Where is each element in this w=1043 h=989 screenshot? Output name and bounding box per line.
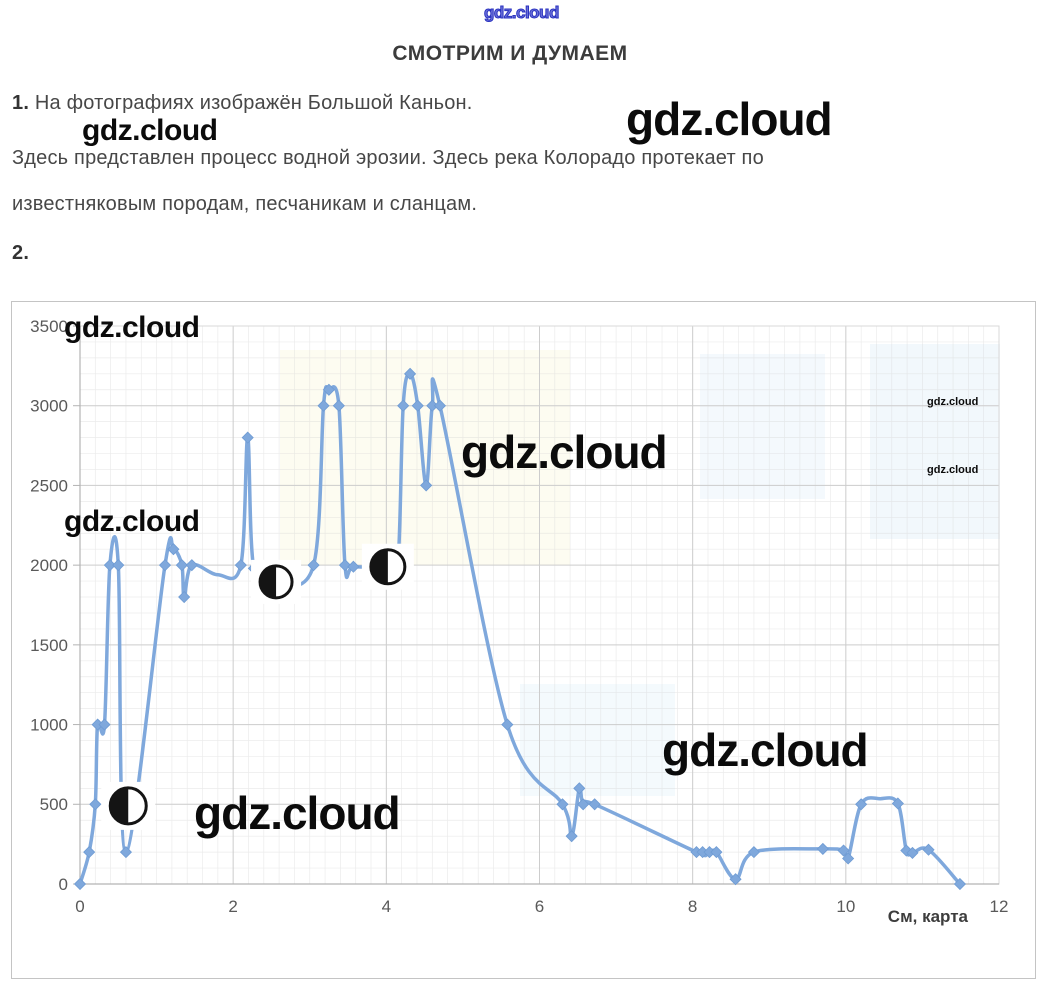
data-point-marker: [175, 559, 188, 572]
data-point-marker: [185, 559, 198, 572]
exercise-1-sentence: На фотографиях изображён Большой Каньон.: [29, 92, 473, 114]
page-title: СМОТРИМ И ДУМАЕМ: [392, 42, 628, 65]
data-point-marker: [556, 798, 569, 811]
data-point-marker: [332, 399, 345, 412]
y-axis-tick-labels: 0 500 1000 1500 2000 2500 3000 3500: [30, 317, 68, 894]
data-point-marker: [234, 559, 247, 572]
watermark-chart-small-1: gdz.cloud: [927, 396, 979, 408]
svg-text:8: 8: [688, 897, 697, 916]
data-point-marker: [588, 798, 601, 811]
data-point-marker: [83, 846, 96, 859]
svg-text:1500: 1500: [30, 636, 68, 655]
data-point-marker: [501, 718, 514, 731]
exercise-1-number: 1.: [12, 92, 30, 114]
watermark-chart-center: gdz.cloud: [461, 426, 668, 478]
svg-text:12: 12: [990, 897, 1009, 916]
data-point-marker: [322, 383, 335, 396]
data-point-marker: [112, 559, 125, 572]
major-gridlines: [80, 325, 1000, 884]
data-point-marker: [922, 843, 935, 856]
data-point-marker: [411, 399, 424, 412]
svg-text:2500: 2500: [30, 476, 68, 495]
data-point-marker: [397, 399, 410, 412]
paragraph-line-3: известняковым породам, песчаникам и слан…: [12, 193, 478, 215]
data-point-marker: [241, 431, 254, 444]
chart-canvas: 0 500 1000 1500 2000 2500 3000 3500 0 2 4 6 8 10 12 См,…: [30, 317, 1008, 926]
data-point-marker: [347, 560, 360, 573]
data-point-marker: [729, 873, 742, 886]
data-point-marker: [89, 798, 102, 811]
data-point-marker: [953, 877, 967, 891]
watermark-chart-small-2: gdz.cloud: [927, 464, 979, 476]
watermark-paragraph: gdz.cloud: [82, 114, 218, 147]
watermark-chart-bottom-left: gdz.cloud: [194, 787, 401, 839]
svg-text:2000: 2000: [30, 556, 68, 575]
watermark-chart-bottom-right: gdz.cloud: [662, 724, 869, 776]
half-circle-left-fill: [110, 787, 129, 824]
half-circle-left-fill: [370, 549, 388, 584]
data-point-marker: [842, 852, 855, 865]
svg-text:0: 0: [75, 897, 84, 916]
svg-text:4: 4: [382, 897, 391, 916]
watermark-top-blue: gdz.cloud: [484, 2, 560, 22]
y-axis-ticks: [73, 325, 80, 885]
data-point-marker: [891, 797, 904, 810]
data-point-marker: [103, 559, 116, 572]
svg-text:1000: 1000: [30, 716, 68, 735]
data-point-marker: [565, 830, 578, 843]
watermark-large-right: gdz.cloud: [626, 93, 833, 145]
data-point-marker: [317, 399, 330, 412]
data-point-marker: [119, 846, 133, 859]
half-circle-markers: [101, 543, 414, 830]
elevation-profile-chart: 0 500 1000 1500 2000 2500 3000 3500 0 2 4 6 8 10 12 См,…: [11, 301, 1036, 979]
svg-text:10: 10: [836, 897, 855, 916]
exercise-1-text: 1. На фотографиях изображён Большой Кань…: [12, 92, 473, 115]
exercise-2-number: 2.: [12, 242, 30, 264]
data-point-marker: [577, 798, 590, 811]
data-point-marker: [747, 846, 760, 859]
x-axis-tick-labels: 0 2 4 6 8 10 12: [75, 897, 1008, 916]
data-point-marker: [837, 844, 850, 857]
data-point-marker: [420, 479, 433, 492]
data-point-marker: [178, 590, 191, 604]
exercise-2-label: 2.: [12, 242, 29, 265]
svg-text:3000: 3000: [30, 397, 68, 416]
watermark-chart-top-left: gdz.cloud: [64, 311, 200, 344]
data-point-marker: [98, 718, 111, 731]
data-point-marker: [307, 559, 320, 572]
svg-text:500: 500: [40, 795, 68, 814]
svg-text:3500: 3500: [30, 317, 68, 336]
data-point-marker: [573, 782, 586, 795]
x-axis-title: См, карта: [888, 907, 969, 926]
svg-text:2: 2: [228, 897, 237, 916]
data-point-marker: [73, 877, 87, 891]
data-point-marker: [433, 399, 447, 412]
data-point-marker: [855, 798, 868, 811]
data-point-marker: [710, 846, 723, 859]
data-point-marker: [816, 842, 829, 855]
data-point-marker: [158, 559, 172, 572]
svg-text:0: 0: [59, 875, 68, 894]
data-point-marker: [338, 559, 352, 572]
paragraph-line-2: Здесь представлен процесс водной эрозии.…: [12, 147, 764, 169]
data-point-marker: [906, 846, 919, 859]
watermark-chart-left: gdz.cloud: [64, 505, 200, 538]
photo-tints: [280, 344, 1000, 796]
data-point-marker: [167, 543, 180, 556]
svg-text:6: 6: [535, 897, 544, 916]
data-point-marker: [404, 367, 417, 380]
half-circle-left-fill: [260, 565, 277, 598]
